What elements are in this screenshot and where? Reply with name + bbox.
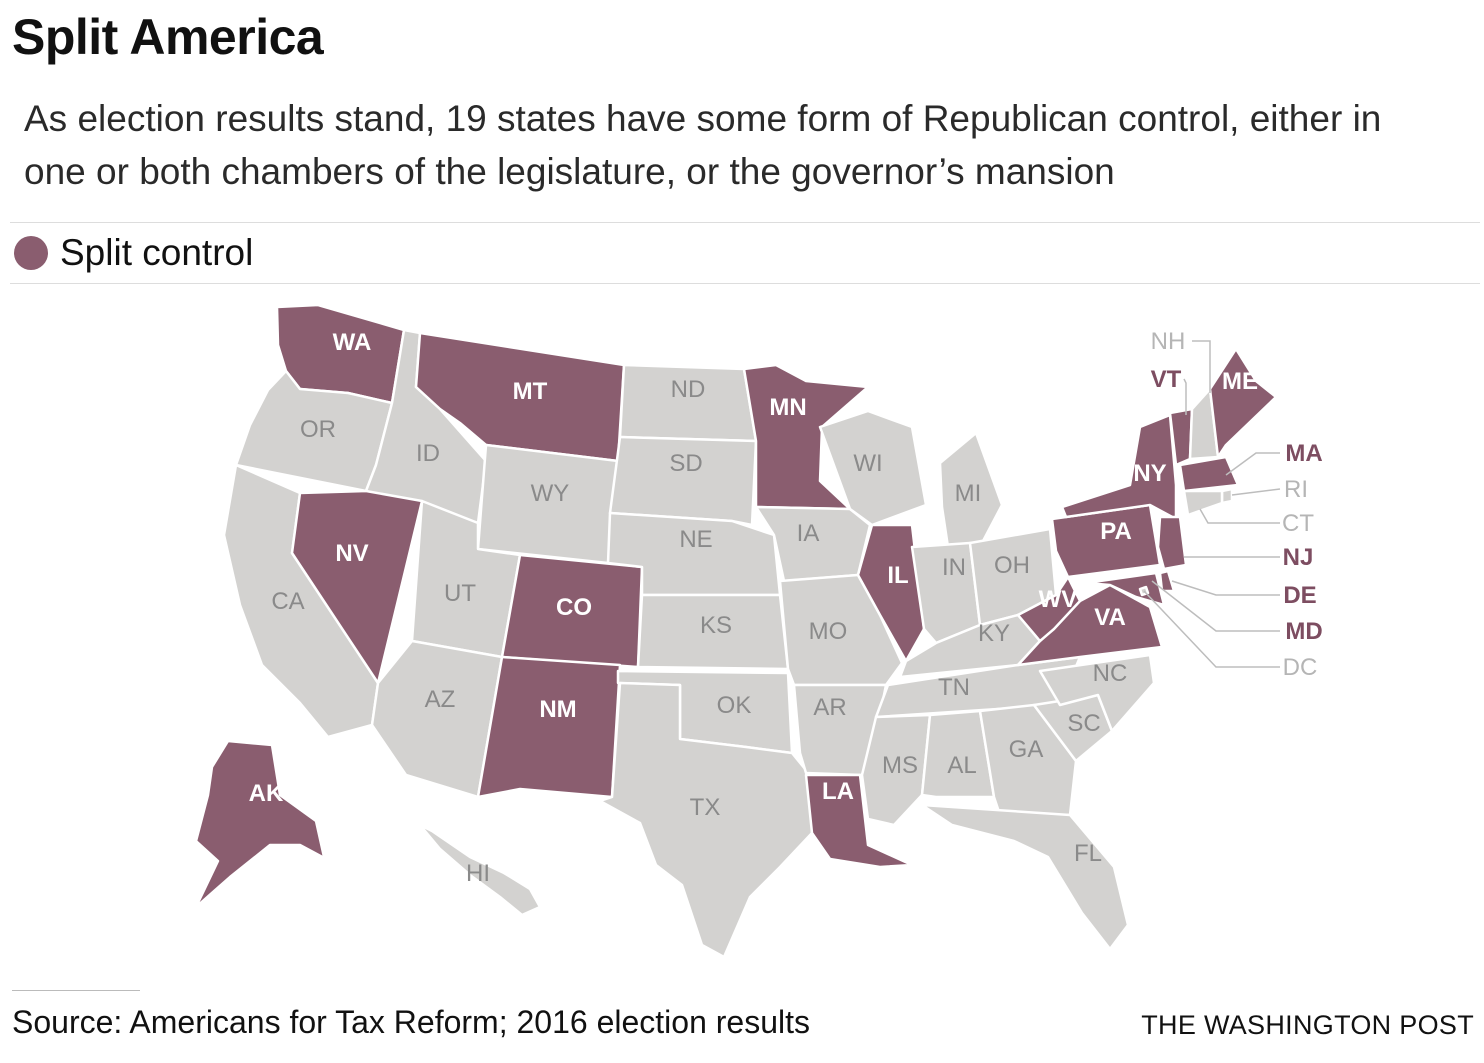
callout-label-nh: NH [1151,328,1186,355]
state-label-nc: NC [1093,660,1128,687]
state-label-il: IL [887,562,908,589]
state-ma [1178,455,1240,493]
callout-label-ct: CT [1282,510,1314,537]
state-label-mn: MN [769,394,806,421]
state-nc [1038,653,1156,733]
state-hi [418,823,542,917]
callout-line-dc [1143,590,1280,668]
legend-label: Split control [60,232,254,273]
state-label-ms: MS [882,752,918,779]
states-layer [194,303,1278,959]
state-nv [290,489,424,685]
state-wv [1016,575,1082,643]
state-ri [1220,487,1234,505]
state-label-sd: SD [669,450,702,477]
legend-swatch [14,236,48,270]
state-label-ar: AR [813,694,846,721]
state-label-ks: KS [700,612,732,639]
state-label-co: CO [556,594,592,621]
state-label-wv: WV [1039,586,1078,613]
chart-subtitle: As election results stand, 19 states hav… [24,98,1382,192]
state-mn [742,363,870,511]
state-label-sc: SC [1067,710,1100,737]
us-states-map: WA OR CA ID NV MT WY UT AZ CO NM ND SD NE KS OK TX MN IA MO… [194,303,1323,959]
callout-label-ma: MA [1285,440,1322,467]
callout-label-ri: RI [1284,476,1308,503]
state-label-az: AZ [425,686,456,713]
chart-title: Split America [12,9,324,65]
callout-line-md [1151,580,1280,632]
state-me [1208,347,1278,459]
callout-line-vt [1183,378,1187,415]
state-labels: WA OR CA ID NV MT WY UT AZ CO NM ND SD NE KS OK TX MN IA MO… [249,329,1258,887]
callout-line-ma [1225,452,1280,476]
state-label-nd: ND [671,376,706,403]
state-label-pa: PA [1100,518,1132,545]
callout-label-de: DE [1283,582,1316,609]
publisher-credit: THE WASHINGTON POST [1141,1010,1474,1040]
state-label-ut: UT [444,580,476,607]
state-md [1084,571,1166,607]
state-nm [476,655,622,799]
state-label-mo: MO [809,618,848,645]
callout-label-nj: NJ [1283,544,1314,571]
state-label-wa: WA [333,329,372,356]
state-label-nm: NM [539,696,576,723]
state-label-ok: OK [717,692,752,719]
callout-line-de [1171,580,1280,596]
state-label-or: OR [300,416,336,443]
state-label-oh: OH [994,552,1030,579]
state-label-tx: TX [690,794,721,821]
state-al [920,709,996,799]
legend: Split control [14,228,253,278]
state-label-ia: IA [797,520,820,547]
state-ct [1182,489,1224,517]
state-label-ga: GA [1009,736,1044,763]
callout-label-vt: VT [1151,366,1182,393]
state-label-nv: NV [335,540,368,567]
state-label-wy: WY [531,480,570,507]
state-label-tn: TN [938,674,970,701]
state-tx [598,681,814,959]
state-label-mi: MI [955,480,982,507]
state-label-in: IN [942,554,966,581]
state-sd [608,435,758,527]
state-label-wi: WI [853,450,882,477]
state-label-va: VA [1094,604,1126,631]
callout-line-ct [1199,508,1280,524]
state-label-al: AL [947,752,976,779]
callout-line-ri [1231,488,1281,496]
state-ny [1060,413,1178,521]
state-ak [194,739,390,909]
state-label-ak: AK [249,780,284,807]
source-divider [12,990,140,991]
state-label-mt: MT [513,378,548,405]
state-label-hi: HI [466,860,490,887]
state-label-ky: KY [978,620,1010,647]
state-nj [1156,515,1188,571]
source-note: Source: Americans for Tax Reform; 2016 e… [12,1004,810,1040]
state-label-ny: NY [1133,460,1166,487]
legend-divider [10,283,1480,284]
state-label-la: LA [822,778,854,805]
state-fl [920,803,1130,951]
state-label-id: ID [416,440,440,467]
state-la [804,773,914,869]
state-de [1158,569,1176,593]
callout-label-md: MD [1285,618,1322,645]
state-label-ne: NE [679,526,712,553]
state-label-fl: FL [1074,840,1102,867]
state-label-ca: CA [271,588,304,615]
callout-label-dc: DC [1283,654,1318,681]
state-wi [818,409,928,527]
northeast-callouts: VT NH MA RI CT NJ DE MD DC [1143,328,1323,681]
header-divider [10,222,1480,223]
callout-line-nh [1192,340,1211,393]
state-label-me: ME [1222,368,1258,395]
